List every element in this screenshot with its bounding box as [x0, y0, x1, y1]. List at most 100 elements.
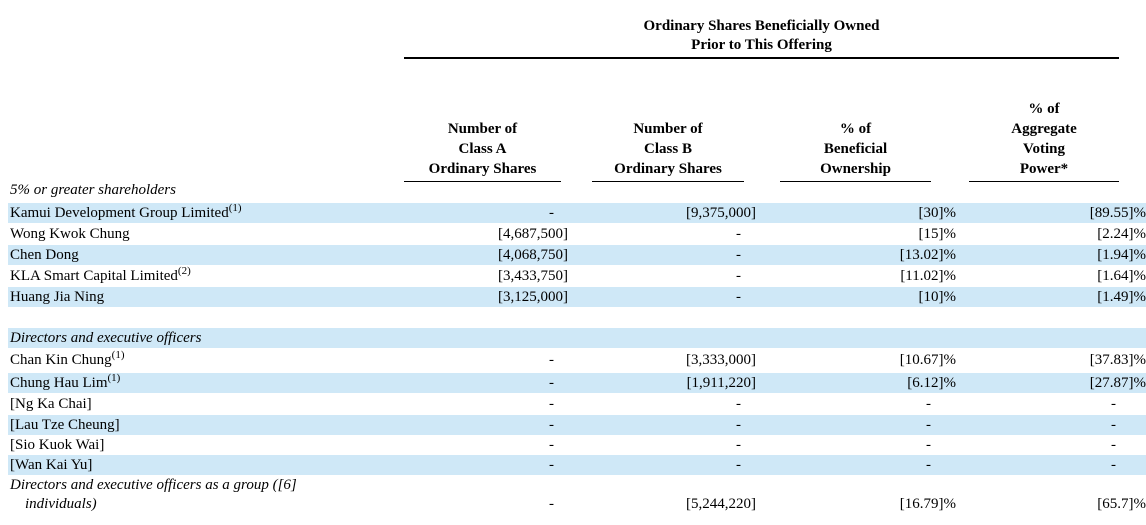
table-row: Huang Jia Ning [3,125,000] - [10]% [1.49…	[8, 287, 1146, 307]
col-header-text: Voting	[1023, 141, 1065, 157]
table-row: [Ng Ka Chai] - - - -	[8, 394, 1146, 414]
footnote-marker: (1)	[111, 349, 125, 361]
row-beneficial: [13.02]%	[899, 247, 956, 263]
col-header-text: Ordinary Shares	[428, 161, 537, 177]
table-row: [Lau Tze Cheung] - - - -	[8, 415, 1146, 435]
row-class-b: -	[736, 396, 741, 412]
row-name: Chung Hau Lim(1)	[10, 372, 121, 392]
col-header-class-a: Number of Class A Ordinary Shares	[404, 119, 561, 182]
row-class-b: [3,333,000]	[686, 352, 756, 368]
col-header-text: Beneficial	[823, 141, 888, 157]
row-class-b: -	[736, 226, 741, 242]
row-class-b: -	[736, 268, 741, 284]
col-header-text: % of	[1028, 101, 1060, 117]
row-name: Chen Dong	[10, 247, 79, 263]
row-voting: [2.24]%	[1097, 226, 1146, 242]
col-header-class-b: Number of Class B Ordinary Shares	[592, 119, 744, 182]
row-name: [Ng Ka Chai]	[10, 396, 92, 412]
col-header-text: Power*	[1019, 161, 1069, 177]
row-voting: [1.94]%	[1097, 247, 1146, 263]
row-beneficial: -	[926, 457, 931, 473]
row-voting: [37.83]%	[1089, 352, 1146, 368]
row-beneficial: [15]%	[918, 226, 957, 242]
table-row: Kamui Development Group Limited(1) - [9,…	[8, 203, 1146, 223]
section-directors: Directors and executive officers	[10, 330, 202, 346]
group-total-label-line2: individuals)	[25, 496, 97, 512]
group-total-row: - [5,244,220] [16.79]% [65.7]%	[8, 494, 1146, 514]
row-voting: -	[1111, 417, 1116, 433]
group-title-line2: Prior to This Offering	[691, 37, 832, 53]
col-header-text: Class B	[644, 141, 692, 157]
col-header-rule	[969, 181, 1119, 182]
table-row: [Wan Kai Yu] - - - -	[8, 455, 1146, 475]
col-header-text: Number of	[447, 121, 518, 137]
col-header-text: Class A	[458, 141, 507, 157]
row-voting: -	[1111, 437, 1116, 453]
row-name: Chan Kin Chung(1)	[10, 349, 125, 369]
row-class-a: [3,125,000]	[498, 289, 568, 305]
row-class-a: [4,687,500]	[498, 226, 568, 242]
row-class-a: -	[549, 205, 554, 221]
table-row: Chen Dong [4,068,750] - [13.02]% [1.94]%	[8, 245, 1146, 265]
row-name: Kamui Development Group Limited(1)	[10, 202, 242, 222]
row-class-b: -	[736, 417, 741, 433]
table-row: [Sio Kuok Wai] - - - -	[8, 435, 1146, 455]
col-header-rule	[404, 181, 561, 182]
group-total-class-a: -	[549, 496, 554, 512]
col-header-text: Number of	[633, 121, 703, 137]
footnote-marker: (1)	[228, 202, 242, 214]
table-row: Chan Kin Chung(1) - [3,333,000] [10.67]%…	[8, 350, 1146, 370]
row-voting: -	[1111, 457, 1116, 473]
table-row: KLA Smart Capital Limited(2) [3,433,750]…	[8, 266, 1146, 286]
col-header-text: % of	[839, 121, 872, 137]
group-total-beneficial: [16.79]%	[899, 496, 956, 512]
row-beneficial: -	[926, 437, 931, 453]
row-class-b: -	[736, 437, 741, 453]
section-directors-row: Directors and executive officers	[8, 328, 1146, 348]
footnote-marker: (2)	[177, 265, 191, 277]
row-class-a: [3,433,750]	[498, 268, 568, 284]
group-title: Ordinary Shares Beneficially Owned Prior…	[404, 17, 1119, 55]
row-class-b: -	[736, 457, 741, 473]
section-major-shareholders: 5% or greater shareholders	[10, 182, 176, 198]
group-total-voting: [65.7]%	[1097, 496, 1146, 512]
col-header-text: Ordinary Shares	[614, 161, 722, 177]
row-beneficial: [10.67]%	[899, 352, 956, 368]
row-voting: [27.87]%	[1089, 375, 1146, 391]
row-beneficial: [10]%	[918, 289, 957, 305]
group-total-label-line1: Directors and executive officers as a gr…	[10, 477, 297, 493]
table-row: Wong Kwok Chung [4,687,500] - [15]% [2.2…	[8, 224, 1146, 244]
group-title-line1: Ordinary Shares Beneficially Owned	[643, 18, 880, 34]
row-class-a: -	[549, 437, 554, 453]
group-total-class-b: [5,244,220]	[686, 496, 756, 512]
col-header-rule	[592, 181, 744, 182]
row-class-b: -	[736, 289, 741, 305]
row-voting: [89.55]%	[1089, 205, 1146, 221]
row-class-b: -	[736, 247, 741, 263]
row-name: [Wan Kai Yu]	[10, 457, 93, 473]
row-beneficial: -	[926, 396, 931, 412]
col-header-text: Aggregate	[1011, 121, 1077, 137]
group-title-rule	[404, 57, 1119, 59]
row-class-a: -	[549, 417, 554, 433]
row-class-a: -	[549, 396, 554, 412]
row-beneficial: [30]%	[918, 205, 957, 221]
row-voting: [1.49]%	[1097, 289, 1146, 305]
table-row: Chung Hau Lim(1) - [1,911,220] [6.12]% […	[8, 373, 1146, 393]
col-header-voting: % of Aggregate Voting Power*	[969, 99, 1119, 182]
footnote-marker: (1)	[107, 372, 121, 384]
row-beneficial: [6.12]%	[907, 375, 956, 391]
row-voting: [1.64]%	[1097, 268, 1146, 284]
row-class-a: [4,068,750]	[498, 247, 568, 263]
row-beneficial: [11.02]%	[900, 268, 956, 284]
row-beneficial: -	[926, 417, 931, 433]
row-class-b: [1,911,220]	[686, 375, 756, 391]
row-name: KLA Smart Capital Limited(2)	[10, 265, 191, 285]
col-header-text: Ownership	[820, 161, 891, 177]
row-name: [Sio Kuok Wai]	[10, 437, 105, 453]
col-header-rule	[780, 181, 931, 182]
row-class-a: -	[549, 375, 554, 391]
row-name: Wong Kwok Chung	[10, 226, 130, 242]
row-name: [Lau Tze Cheung]	[10, 417, 120, 433]
col-header-beneficial: % of Beneficial Ownership	[780, 119, 931, 182]
